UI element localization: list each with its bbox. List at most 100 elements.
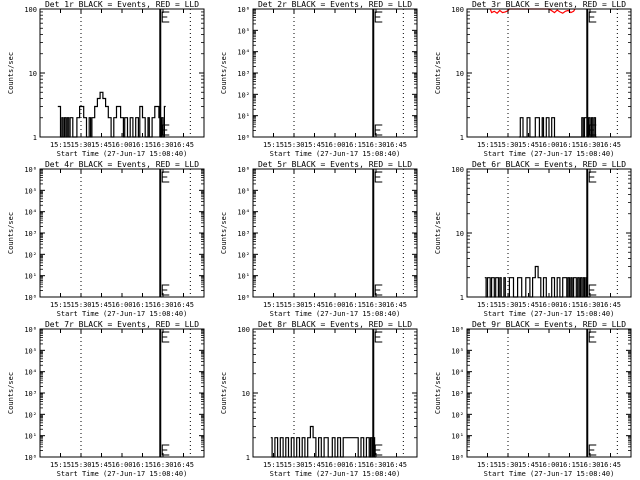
x-tick-label: 16:00 (324, 461, 345, 469)
x-tick-label: 16:30 (579, 301, 600, 309)
x-tick-label: 16:45 (600, 301, 621, 309)
y-tick-label: 10⁵ (451, 347, 464, 355)
x-tick-label: 16:45 (600, 461, 621, 469)
y-tick-label: 10³ (237, 70, 250, 78)
series-line-lld (489, 8, 576, 14)
flag-marker (588, 284, 597, 296)
panel-title: Det 1r BLACK = Events, RED = LLD (45, 0, 199, 9)
y-tick-label: 1 (460, 134, 464, 142)
flag-marker (374, 284, 383, 296)
x-tick-label: 16:00 (111, 141, 132, 149)
y-axis-label: Counts/sec (220, 372, 228, 414)
plot-frame (252, 168, 418, 298)
y-axis-label: Counts/sec (434, 372, 442, 414)
flag-marker (374, 171, 383, 183)
flag-marker (588, 11, 597, 23)
detector-panel-8: Det 8r BLACK = Events, RED = LLD Counts/s… (220, 320, 418, 478)
x-tick-label: 16:45 (386, 141, 407, 149)
y-tick-label: 10¹ (237, 113, 250, 121)
detector-panel-6: Det 6r BLACK = Events, RED = LLD Counts/s… (434, 160, 632, 318)
y-axis-label: Counts/sec (7, 212, 15, 254)
x-tick-label: 15:15 (477, 461, 498, 469)
flag-marker (588, 331, 597, 343)
flag-marker (161, 11, 170, 23)
y-tick-label: 10⁰ (451, 454, 464, 462)
series-line-events (518, 117, 597, 138)
panel-title: Det 5r BLACK = Events, RED = LLD (258, 160, 412, 169)
x-tick-label: 15:30 (70, 301, 91, 309)
x-tick-label: 15:30 (283, 141, 304, 149)
x-tick-label: 15:45 (91, 461, 112, 469)
x-axis-label: Start Time (27-Jun-17 15:08:40) (57, 150, 188, 158)
x-axis-label: Start Time (27-Jun-17 15:08:40) (270, 470, 401, 478)
y-tick-label: 10¹ (24, 433, 37, 441)
x-tick-label: 15:15 (50, 141, 71, 149)
y-tick-label: 10³ (451, 390, 464, 398)
y-tick-label: 10⁴ (237, 209, 250, 217)
y-axis-label: Counts/sec (434, 52, 442, 94)
x-tick-label: 16:15 (345, 461, 366, 469)
x-tick-label: 15:30 (70, 141, 91, 149)
x-axis-label: Start Time (27-Jun-17 15:08:40) (484, 470, 615, 478)
y-axis-label: Counts/sec (434, 212, 442, 254)
x-tick-label: 15:30 (283, 301, 304, 309)
y-tick-label: 10¹ (237, 273, 250, 281)
y-tick-label: 10⁶ (237, 6, 250, 14)
panel-title: Det 9r BLACK = Events, RED = LLD (472, 320, 626, 329)
y-tick-label: 10² (237, 91, 250, 99)
y-tick-label: 10² (24, 411, 37, 419)
flag-marker (374, 124, 383, 136)
x-tick-label: 16:15 (132, 461, 153, 469)
y-tick-label: 10⁴ (451, 369, 464, 377)
y-tick-label: 10⁵ (237, 27, 250, 35)
x-tick-label: 15:45 (518, 301, 539, 309)
x-tick-label: 16:15 (345, 301, 366, 309)
y-tick-label: 10⁶ (237, 166, 250, 174)
series-line-events (270, 425, 376, 458)
y-tick-label: 10⁵ (24, 187, 37, 195)
flag-marker (161, 444, 170, 456)
x-tick-label: 15:45 (91, 141, 112, 149)
panel-title: Det 4r BLACK = Events, RED = LLD (45, 160, 199, 169)
x-axis-label: Start Time (27-Jun-17 15:08:40) (270, 150, 401, 158)
x-tick-label: 16:45 (600, 141, 621, 149)
y-tick-label: 10¹ (451, 433, 464, 441)
y-tick-label: 100 (24, 6, 37, 14)
detector-panel-4: Det 4r BLACK = Events, RED = LLD Counts/s… (7, 160, 205, 318)
x-tick-label: 16:45 (386, 301, 407, 309)
x-axis-label: Start Time (27-Jun-17 15:08:40) (484, 150, 615, 158)
x-tick-label: 15:30 (497, 141, 518, 149)
x-tick-label: 16:30 (152, 141, 173, 149)
y-axis-label: Counts/sec (220, 52, 228, 94)
detector-panel-2: Det 2r BLACK = Events, RED = LLD Counts/s… (220, 0, 418, 158)
detector-panel-5: Det 5r BLACK = Events, RED = LLD Counts/s… (220, 160, 418, 318)
x-tick-label: 15:15 (263, 301, 284, 309)
x-tick-label: 15:30 (497, 301, 518, 309)
x-tick-label: 15:15 (50, 301, 71, 309)
x-tick-label: 16:45 (173, 141, 194, 149)
x-tick-label: 16:15 (559, 141, 580, 149)
detector-panel-9: Det 9r BLACK = Events, RED = LLD Counts/s… (434, 320, 632, 478)
series-line-events (484, 265, 590, 298)
flag-marker (374, 331, 383, 343)
flag-marker (588, 171, 597, 183)
panel-title: Det 8r BLACK = Events, RED = LLD (258, 320, 412, 329)
x-tick-label: 15:30 (283, 461, 304, 469)
x-tick-label: 16:30 (365, 141, 386, 149)
y-tick-label: 10⁰ (237, 294, 250, 302)
x-tick-label: 15:15 (477, 141, 498, 149)
plot-frame (466, 328, 632, 458)
y-tick-label: 1 (246, 454, 250, 462)
y-axis-label: Counts/sec (7, 52, 15, 94)
x-axis-label: Start Time (27-Jun-17 15:08:40) (57, 470, 188, 478)
y-tick-label: 10³ (24, 230, 37, 238)
x-axis-label: Start Time (27-Jun-17 15:08:40) (484, 310, 615, 318)
y-tick-label: 10² (24, 251, 37, 259)
x-tick-label: 16:30 (152, 461, 173, 469)
y-tick-label: 10⁵ (237, 187, 250, 195)
x-axis-label: Start Time (27-Jun-17 15:08:40) (270, 310, 401, 318)
x-tick-label: 16:30 (579, 141, 600, 149)
y-tick-label: 100 (237, 326, 250, 334)
flag-marker (161, 171, 170, 183)
